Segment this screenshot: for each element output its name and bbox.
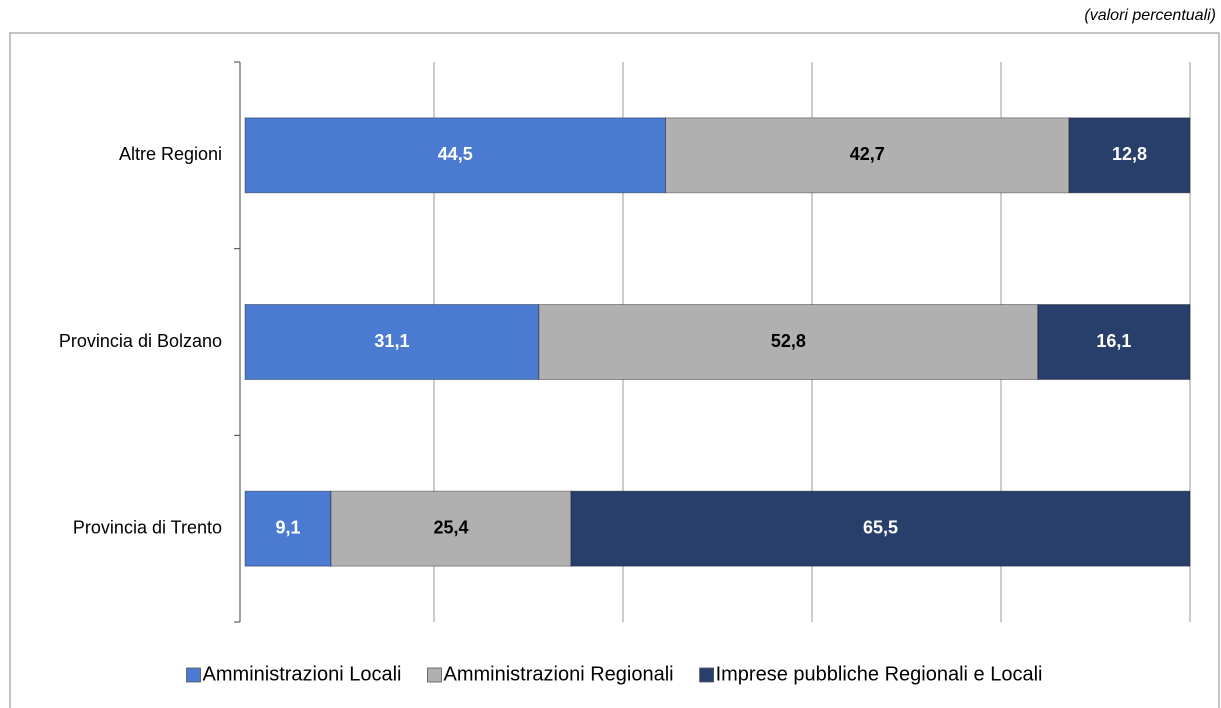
legend-label: Amministrazioni Locali xyxy=(203,663,402,685)
bar-segment xyxy=(244,304,540,380)
data-label: 31,1 xyxy=(374,331,409,351)
data-label: 25,4 xyxy=(433,517,468,537)
bar-segment xyxy=(1037,304,1191,380)
data-label: 12,8 xyxy=(1112,144,1147,164)
bar-segment xyxy=(244,490,332,567)
y-tick-label: Provincia di Trento xyxy=(73,517,222,537)
bar-segment xyxy=(665,117,1070,194)
legend-swatch xyxy=(186,667,201,683)
data-label: 44,5 xyxy=(438,144,473,164)
y-tick-label: Altre Regioni xyxy=(119,144,222,164)
data-label: 16,1 xyxy=(1096,331,1131,351)
data-label: 9,1 xyxy=(275,517,300,537)
bar-segment xyxy=(538,304,1039,380)
legend-swatch xyxy=(427,667,442,683)
data-label: 52,8 xyxy=(771,331,806,351)
data-label: 65,5 xyxy=(863,517,898,537)
bar-segment xyxy=(1068,117,1191,194)
legend-label: Amministrazioni Regionali xyxy=(444,663,674,685)
legend-swatch xyxy=(699,667,714,683)
chart-frame xyxy=(9,32,1220,708)
data-label: 42,7 xyxy=(850,144,885,164)
bar-segment xyxy=(244,117,667,194)
legend-label: Imprese pubbliche Regionali e Locali xyxy=(716,663,1043,685)
chart-subtitle: (valori percentuali) xyxy=(1084,7,1216,24)
bar-segment xyxy=(570,490,1191,567)
y-tick-label: Provincia di Bolzano xyxy=(59,331,222,351)
